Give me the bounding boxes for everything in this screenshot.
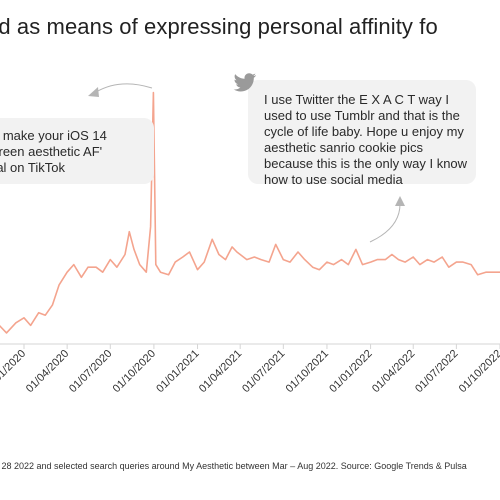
arrow-to-peak-head bbox=[88, 87, 99, 97]
x-tick-label-6: 01/07/2021 bbox=[240, 348, 287, 395]
series-line bbox=[0, 91, 500, 334]
x-tick-label-7: 01/10/2021 bbox=[284, 348, 331, 395]
x-tick-label-3: 01/10/2020 bbox=[111, 348, 158, 395]
x-tick-label-1: 01/04/2020 bbox=[24, 348, 71, 395]
source-footnote: g 28 2022 and selected search queries ar… bbox=[0, 461, 467, 471]
x-tick-label-10: 01/07/2022 bbox=[413, 348, 460, 395]
x-tick-marks bbox=[23, 344, 500, 349]
x-tick-label-8: 01/01/2022 bbox=[327, 348, 374, 395]
chart-title: ed as means of expressing personal affin… bbox=[0, 14, 438, 39]
arrow-to-2022-head bbox=[395, 196, 405, 206]
arrow-to-2022 bbox=[369, 203, 401, 243]
x-tick-label-2: 01/07/2020 bbox=[67, 348, 114, 395]
annotation-arrows bbox=[88, 83, 405, 243]
x-tick-label-9: 01/04/2022 bbox=[370, 348, 417, 395]
x-tick-label-11: 01/10/2022 bbox=[457, 348, 500, 395]
annotation-bubble-right: I use Twitter the E X A C T way I used t… bbox=[248, 80, 476, 187]
x-tick-label-5: 01/04/2021 bbox=[197, 348, 244, 395]
annotation-left-text: o make your iOS 14 creen aesthetic AF' r… bbox=[0, 128, 107, 175]
annotation-right-text: I use Twitter the E X A C T way I used t… bbox=[264, 92, 468, 187]
annotation-bubble-left: o make your iOS 14 creen aesthetic AF' r… bbox=[0, 118, 154, 184]
x-tick-labels: 01/01/202001/04/202001/07/202001/10/2020… bbox=[0, 348, 500, 395]
arrow-to-peak bbox=[95, 83, 153, 93]
x-tick-label-4: 01/01/2021 bbox=[154, 348, 201, 395]
twitter-bird-icon bbox=[233, 73, 257, 92]
